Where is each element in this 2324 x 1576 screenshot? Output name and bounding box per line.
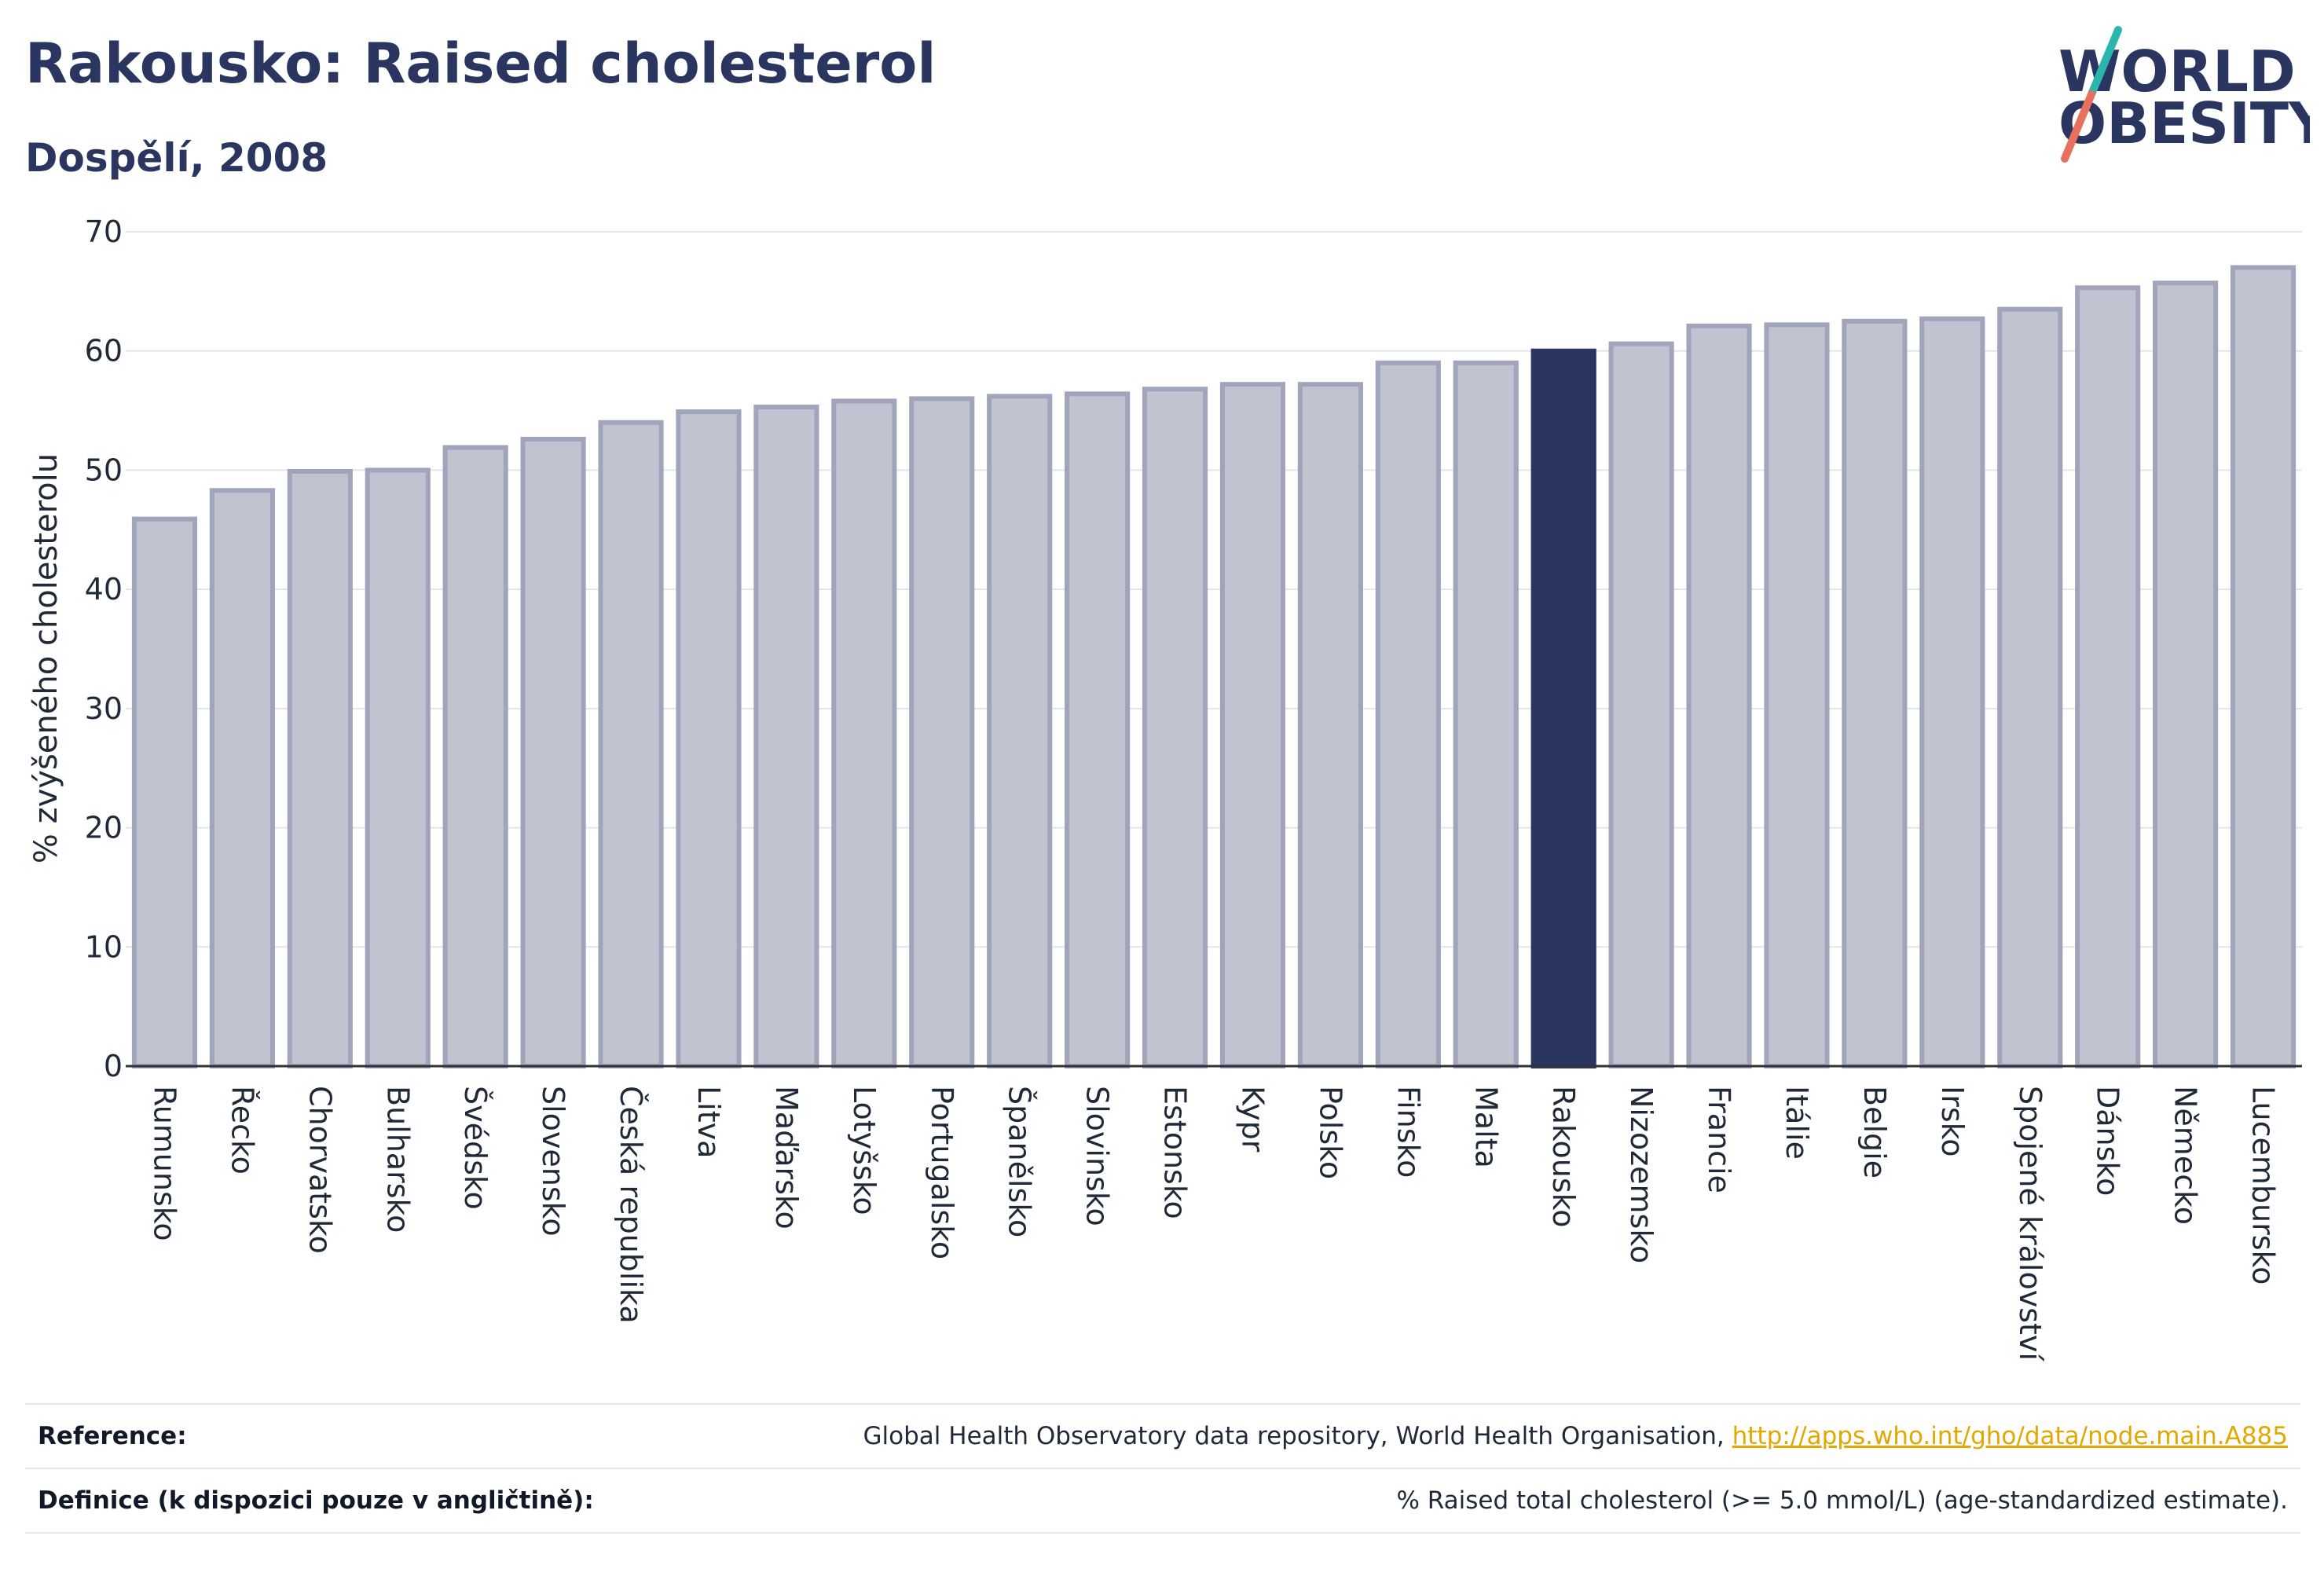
x-tick-label: Bulharsko <box>380 1086 415 1233</box>
reference-link[interactable]: http://apps.who.int/gho/data/node.main.A… <box>1732 1422 2288 1450</box>
bar-irsko <box>1919 316 1985 1069</box>
bar-itálie <box>1764 322 1830 1068</box>
x-tick-label: Lucembursko <box>2246 1086 2281 1285</box>
x-tick-label: Francie <box>1702 1086 1736 1193</box>
x-tick-label: Irsko <box>1935 1086 1970 1157</box>
bar-malta <box>1453 360 1519 1068</box>
bar-německo <box>2153 280 2219 1069</box>
x-tick-label: Švédsko <box>458 1086 493 1210</box>
definition-label: Definice (k dispozici pouze v angličtině… <box>38 1486 594 1515</box>
bar-dánsko <box>2075 285 2141 1068</box>
x-tick-label: Česká republika <box>614 1086 648 1324</box>
bar-nizozemsko <box>1608 341 1674 1068</box>
bar-kypr <box>1219 382 1286 1068</box>
x-tick-label: Slovensko <box>536 1086 570 1237</box>
reference-text: Global Health Observatory data repositor… <box>863 1422 1725 1450</box>
bars <box>131 265 2297 1069</box>
bar-slovensko <box>520 436 586 1068</box>
definition-row: Definice (k dispozici pouze v angličtině… <box>25 1468 2300 1534</box>
x-tick-label: Řecko <box>225 1086 259 1175</box>
logo-word-obesity: OBESITY <box>2058 90 2310 156</box>
y-tick-label: 0 <box>104 1049 123 1083</box>
x-tick-label: Rakousko <box>1546 1086 1581 1228</box>
y-axis-ticks: 0 10 20 30 40 50 60 70 <box>85 214 123 1083</box>
y-axis-title: % zvýšeného cholesterolu <box>28 453 64 863</box>
logo-slash-coral <box>2061 90 2095 163</box>
x-tick-label: Lotyšsko <box>847 1086 882 1215</box>
bar-lotyšsko <box>831 398 897 1069</box>
logo-slash-teal <box>2088 26 2122 98</box>
bar-slovinsko <box>1065 391 1131 1068</box>
chart-title: Rakousko: Raised cholesterol <box>25 31 937 96</box>
x-tick-label: Finsko <box>1391 1086 1425 1178</box>
x-tick-label: Maďarsko <box>769 1086 804 1230</box>
footer-divider <box>25 1532 2300 1534</box>
bar-polsko <box>1297 382 1363 1068</box>
bar-spojené-království <box>1997 306 2063 1069</box>
reference-label: Reference: <box>38 1422 187 1450</box>
y-tick-label: 40 <box>85 572 123 607</box>
bar-chart: 0 10 20 30 40 50 60 70 Rumunsko Řecko Chorvatsko B… <box>28 214 2302 1362</box>
x-tick-label: Polsko <box>1313 1086 1347 1179</box>
x-tick-label: Itálie <box>1780 1086 1814 1160</box>
bar-portugalsko <box>909 396 975 1068</box>
bar-rakousko <box>1530 348 1596 1068</box>
y-tick-label: 10 <box>85 929 123 964</box>
x-tick-label: Dánsko <box>2091 1086 2125 1196</box>
x-tick-label: Chorvatsko <box>302 1086 337 1254</box>
x-axis-labels: Rumunsko Řecko Chorvatsko Bulharsko Švédsko S… <box>147 1086 2280 1362</box>
y-tick-label: 60 <box>85 334 123 368</box>
definition-text: % Raised total cholesterol (>= 5.0 mmol/… <box>1396 1486 2288 1515</box>
y-tick-label: 20 <box>85 811 123 845</box>
x-tick-label: Slovinsko <box>1080 1086 1115 1226</box>
bar-belgie <box>1842 318 1908 1068</box>
x-tick-label: Litva <box>691 1086 726 1158</box>
y-tick-label: 70 <box>85 214 123 249</box>
x-tick-label: Spojené království <box>2013 1086 2047 1362</box>
bar-francie <box>1686 323 1752 1068</box>
y-tick-label: 50 <box>85 453 123 487</box>
bar-řecko <box>209 488 275 1068</box>
reference-row: Reference: Global Health Observatory dat… <box>25 1403 2300 1469</box>
bar-finsko <box>1375 360 1441 1068</box>
bar-španělsko <box>987 394 1053 1068</box>
y-tick-label: 30 <box>85 691 123 726</box>
bar-švédsko <box>442 445 508 1068</box>
x-tick-label: Španělsko <box>1003 1086 1037 1237</box>
x-tick-label: Německo <box>2168 1086 2203 1225</box>
x-tick-label: Malta <box>1468 1086 1503 1168</box>
x-tick-label: Estonsko <box>1158 1086 1193 1219</box>
bar-česká-republika <box>598 420 664 1068</box>
bar-rumunsko <box>131 516 198 1068</box>
x-tick-label: Portugalsko <box>925 1086 959 1259</box>
bar-maďarsko <box>753 405 819 1068</box>
bar-chorvatsko <box>287 468 353 1068</box>
x-tick-label: Belgie <box>1857 1086 1892 1178</box>
x-tick-label: Kypr <box>1235 1086 1270 1153</box>
reference-value: Global Health Observatory data repositor… <box>863 1422 2288 1450</box>
world-obesity-logo: WORLD OBESITY <box>2058 26 2310 163</box>
bar-estonsko <box>1142 387 1208 1068</box>
x-tick-label: Rumunsko <box>147 1086 181 1241</box>
chart-subtitle: Dospělí, 2008 <box>25 135 328 181</box>
bar-litva <box>676 409 742 1068</box>
bar-lucembursko <box>2230 265 2297 1068</box>
x-tick-label: Nizozemsko <box>1624 1086 1659 1263</box>
bar-bulharsko <box>365 467 431 1068</box>
